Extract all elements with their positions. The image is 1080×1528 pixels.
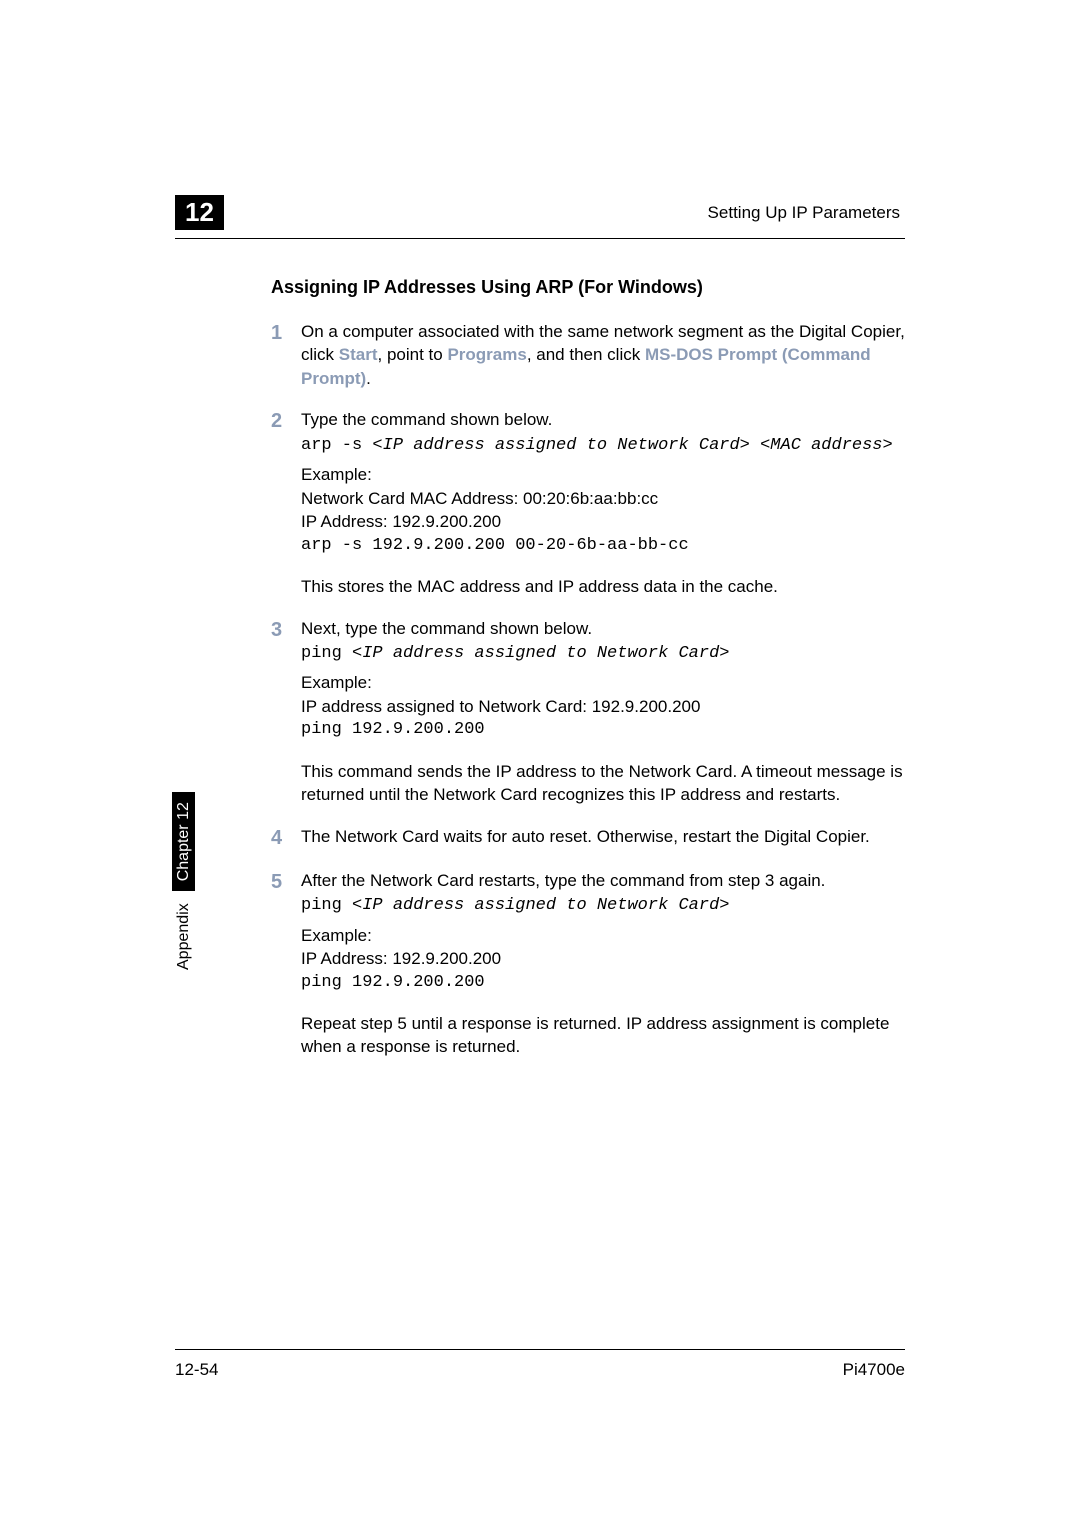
- command-line: arp -s <IP address assigned to Network C…: [301, 432, 905, 457]
- text: The Network Card waits for auto reset. O…: [301, 825, 905, 848]
- header-divider: [175, 238, 905, 239]
- example-line: IP Address: 192.9.200.200: [301, 510, 905, 533]
- example-command: ping 192.9.200.200: [301, 971, 905, 994]
- note-text: Repeat step 5 until a response is return…: [301, 1012, 905, 1059]
- text: After the Network Card restarts, type th…: [301, 869, 905, 892]
- step-4: 4 The Network Card waits for auto reset.…: [271, 825, 905, 851]
- example-label: Example:: [301, 463, 905, 486]
- text: Next, type the command shown below.: [301, 617, 905, 640]
- note-text: This command sends the IP address to the…: [301, 760, 905, 807]
- page-number: 12-54: [175, 1360, 218, 1380]
- text: , point to: [378, 345, 448, 364]
- highlight-start: Start: [339, 345, 378, 364]
- model-number: Pi4700e: [843, 1360, 905, 1380]
- example-line: IP Address: 192.9.200.200: [301, 947, 905, 970]
- code: ping: [301, 644, 352, 663]
- content-area: Assigning IP Addresses Using ARP (For Wi…: [175, 277, 905, 1059]
- command-line: ping <IP address assigned to Network Car…: [301, 892, 905, 917]
- step-body: Next, type the command shown below. ping…: [301, 617, 905, 807]
- step-number: 1: [271, 320, 301, 390]
- footer: 12-54 Pi4700e: [175, 1349, 905, 1380]
- text: Type the command shown below.: [301, 408, 905, 431]
- chapter-tab: Chapter 12: [172, 792, 195, 891]
- text: , and then click: [527, 345, 645, 364]
- step-number: 3: [271, 617, 301, 807]
- example-label: Example:: [301, 924, 905, 947]
- side-tab: Appendix Chapter 12: [175, 792, 193, 970]
- code: arp -s: [301, 436, 372, 455]
- header-row: 12 Setting Up IP Parameters: [175, 195, 905, 230]
- header-title: Setting Up IP Parameters: [708, 203, 905, 223]
- example-command: arp -s 192.9.200.200 00-20-6b-aa-bb-cc: [301, 534, 905, 557]
- code: ping: [301, 896, 352, 915]
- step-5: 5 After the Network Card restarts, type …: [271, 869, 905, 1059]
- example-block: Example: IP Address: 192.9.200.200 ping …: [301, 924, 905, 994]
- page: 12 Setting Up IP Parameters Assigning IP…: [0, 0, 1080, 1059]
- example-command: ping 192.9.200.200: [301, 718, 905, 741]
- section-title: Assigning IP Addresses Using ARP (For Wi…: [271, 277, 905, 298]
- note-text: This stores the MAC address and IP addre…: [301, 575, 905, 598]
- code-args: <IP address assigned to Network Card>: [352, 896, 729, 915]
- appendix-label: Appendix: [175, 903, 192, 970]
- step-number: 2: [271, 408, 301, 598]
- step-body: On a computer associated with the same n…: [301, 320, 905, 390]
- text: .: [366, 369, 371, 388]
- step-body: After the Network Card restarts, type th…: [301, 869, 905, 1059]
- highlight-programs: Programs: [447, 345, 526, 364]
- step-body: Type the command shown below. arp -s <IP…: [301, 408, 905, 598]
- footer-divider: [175, 1349, 905, 1350]
- example-block: Example: Network Card MAC Address: 00:20…: [301, 463, 905, 557]
- example-block: Example: IP address assigned to Network …: [301, 671, 905, 741]
- code-args: <IP address assigned to Network Card>: [352, 644, 729, 663]
- step-3: 3 Next, type the command shown below. pi…: [271, 617, 905, 807]
- command-line: ping <IP address assigned to Network Car…: [301, 640, 905, 665]
- example-label: Example:: [301, 671, 905, 694]
- step-number: 4: [271, 825, 301, 851]
- footer-row: 12-54 Pi4700e: [175, 1360, 905, 1380]
- example-line: Network Card MAC Address: 00:20:6b:aa:bb…: [301, 487, 905, 510]
- step-2: 2 Type the command shown below. arp -s <…: [271, 408, 905, 598]
- code-args: <IP address assigned to Network Card> <M…: [372, 436, 892, 455]
- chapter-number-badge: 12: [175, 195, 224, 230]
- step-body: The Network Card waits for auto reset. O…: [301, 825, 905, 851]
- example-line: IP address assigned to Network Card: 192…: [301, 695, 905, 718]
- step-number: 5: [271, 869, 301, 1059]
- step-1: 1 On a computer associated with the same…: [271, 320, 905, 390]
